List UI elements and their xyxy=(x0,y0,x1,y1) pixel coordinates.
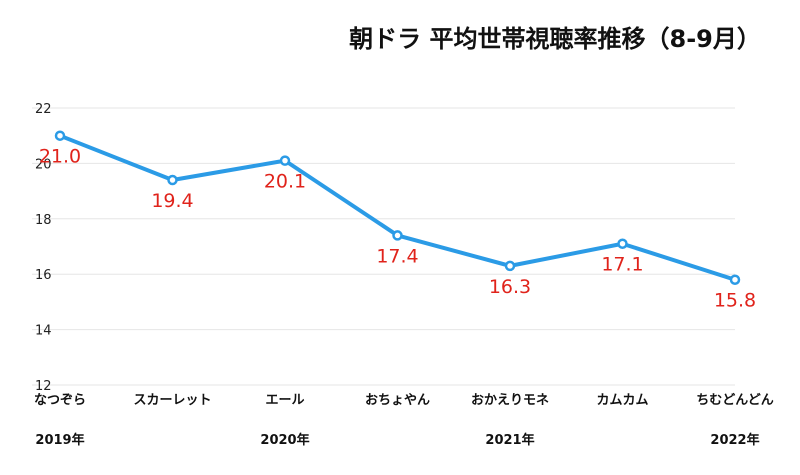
data-label: 19.4 xyxy=(151,190,193,212)
data-label: 17.4 xyxy=(376,245,418,267)
year-label: 2022年 xyxy=(710,432,759,448)
data-point xyxy=(54,130,66,141)
x-category-label: なつぞら xyxy=(34,393,86,408)
data-point xyxy=(729,274,741,285)
year-label: 2021年 xyxy=(485,432,534,448)
x-category-label: エール xyxy=(265,393,304,408)
data-label: 16.3 xyxy=(489,276,531,298)
data-point xyxy=(504,260,516,272)
data-point xyxy=(617,238,628,249)
y-tick-label: 18 xyxy=(35,213,52,228)
y-tick-label: 22 xyxy=(35,102,52,117)
x-category-label: ちむどんどん xyxy=(696,393,774,408)
data-point xyxy=(392,230,403,241)
y-tick-label: 12 xyxy=(35,379,52,394)
gridlines xyxy=(32,107,735,386)
y-tick-label: 16 xyxy=(35,268,52,283)
data-label: 21.0 xyxy=(39,146,81,168)
x-axis-years: 2019年 2020年 2021年 2022年 xyxy=(35,432,759,448)
year-label: 2020年 xyxy=(260,432,309,448)
y-axis-ticks: 12 14 16 18 20 22 xyxy=(35,102,52,394)
chart-title: 朝ドラ 平均世帯視聴率推移（8-9月） xyxy=(349,25,761,53)
x-category-label: カムカム xyxy=(596,393,648,408)
data-label: 20.1 xyxy=(264,171,306,193)
x-category-label: おかえりモネ xyxy=(471,393,549,408)
y-tick-label: 14 xyxy=(35,324,52,339)
x-category-label: おちょやん xyxy=(365,393,430,408)
y-tick-label: 20 xyxy=(35,157,52,172)
data-label: 17.1 xyxy=(601,254,643,276)
year-label: 2019年 xyxy=(35,432,84,448)
data-labels: 21.0 19.4 20.1 17.4 16.3 17.1 15.8 xyxy=(39,146,756,312)
data-point xyxy=(279,155,291,166)
x-category-label: スカーレット xyxy=(133,393,211,408)
x-axis-categories: なつぞら スカーレット エール おちょやん おかえりモネ カムカム ちむどんどん xyxy=(34,393,774,408)
data-point xyxy=(167,174,178,186)
data-points xyxy=(54,130,741,285)
data-label: 15.8 xyxy=(714,290,756,312)
